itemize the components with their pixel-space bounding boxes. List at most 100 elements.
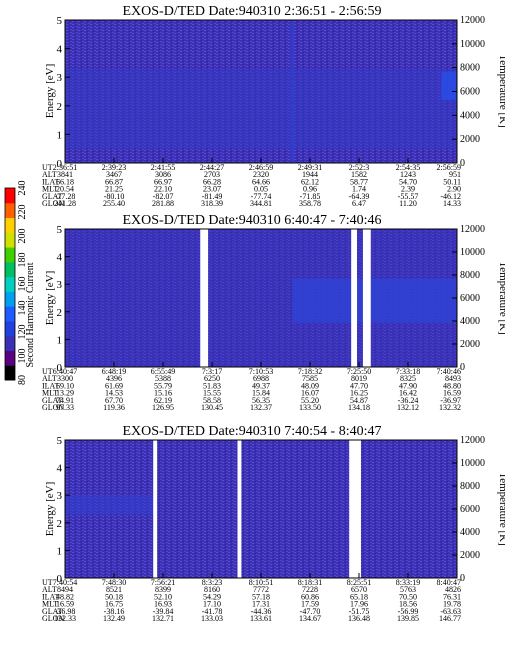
gap-layer	[200, 229, 371, 367]
ephemeris-value: -44.36	[251, 607, 272, 616]
ephemeris-value: 8:3:23	[202, 578, 222, 587]
ephemeris-row-label: GLON	[42, 614, 64, 623]
ephemeris-row-label: GLAT	[42, 607, 63, 616]
ephemeris-value: 5388	[155, 374, 171, 383]
colorbar-frame	[4, 187, 16, 381]
ephemeris-value: 66.18	[56, 177, 74, 186]
ephemeris-row-label: ILAT	[42, 592, 59, 601]
y2-tick-label: 4000	[460, 110, 480, 121]
ephemeris-value: 8:10:51	[249, 578, 273, 587]
ephemeris-value: 1243	[400, 170, 416, 179]
ephemeris-value: 3841	[57, 170, 73, 179]
ephemeris-value: 2:41:55	[151, 163, 175, 172]
ephemeris-row-label: UT	[42, 163, 53, 172]
ephemeris-value: 50.18	[105, 592, 123, 601]
colorbar-ticks: 80 100 120 140 160 180 200 220 240	[17, 181, 28, 386]
y2-tick-label: 10000	[460, 458, 485, 469]
colorbar-block	[5, 365, 15, 381]
y-tick-label: 0	[57, 573, 63, 585]
ephemeris-value: 8160	[204, 585, 220, 594]
ephemeris-value: 6570	[351, 585, 367, 594]
ephemeris-table: UT 6:40:47 6:48:19 6:55:49 7:3:17 7:10:53 7:18…	[42, 362, 461, 412]
y-tick-label: 4	[57, 44, 63, 56]
ephemeris-value: 7:3:17	[202, 367, 222, 376]
ephemeris-value: 58.77	[350, 177, 368, 186]
y2-tick-label: 6000	[460, 293, 480, 304]
ephemeris-value: 54.29	[203, 592, 221, 601]
colorbar-tick-label: 180	[17, 253, 28, 268]
ephemeris-value: 67.70	[105, 396, 123, 405]
ephemeris-row-label: ILAT	[42, 381, 59, 390]
ephemeris-value: 132.33	[54, 614, 76, 623]
y2-tick-label: 6000	[460, 504, 480, 515]
y2-tick-label: 10000	[460, 39, 485, 50]
ephemeris-value: 3086	[155, 170, 171, 179]
ephemeris-value: 57.18	[252, 592, 270, 601]
ephemeris-value: 76.31	[443, 592, 461, 601]
ephemeris-value: 8:18:31	[298, 578, 322, 587]
ephemeris-value: 17.10	[203, 600, 221, 609]
ephemeris-value: -36.24	[398, 396, 419, 405]
temperature-axis: 0 2000 4000 6000 8000 10000 12000	[452, 435, 485, 584]
ephemeris-value: 58.58	[203, 396, 221, 405]
temperature-axis: 0 2000 4000 6000 8000 10000 12000	[452, 224, 485, 373]
ephemeris-row-label: ALT	[42, 170, 57, 179]
intensity-band	[65, 229, 457, 367]
ephemeris-value: 2:39:23	[102, 163, 126, 172]
ephemeris-value: 61.69	[105, 381, 123, 390]
ephemeris-value: 2:52:3	[349, 163, 369, 172]
ephemeris-value: 14.53	[105, 389, 123, 398]
ephemeris-value: 132.32	[439, 403, 461, 412]
ephemeris-value: -81.49	[202, 192, 223, 201]
ephemeris-value: 4826	[445, 585, 461, 594]
ephemeris-value: 49.37	[252, 381, 270, 390]
ephemeris-value: 6:55:49	[151, 367, 175, 376]
ephemeris-value: 358.78	[299, 199, 321, 208]
ephemeris-value: 66.97	[154, 177, 172, 186]
y-tick-label: 1	[57, 545, 63, 557]
ephemeris-table: UT 2:36:51 2:39:23 2:41:55 2:44:27 2:46:59 2:4…	[42, 158, 461, 208]
ephemeris-value: 7585	[302, 374, 318, 383]
ephemeris-value: 132.12	[397, 403, 419, 412]
ephemeris-value: 65.18	[350, 592, 368, 601]
colorbar-tick-label: 240	[17, 181, 28, 196]
ephemeris-value: 2320	[253, 170, 269, 179]
ephemeris-value: 50.11	[443, 177, 461, 186]
ephemeris-value: 8493	[445, 374, 461, 383]
ephemeris-value: 66.28	[203, 177, 221, 186]
ephemeris-value: 17.59	[301, 600, 319, 609]
ephemeris-value: 6988	[253, 374, 269, 383]
ephemeris-value: 281.88	[152, 199, 174, 208]
ephemeris-value: -63.63	[440, 607, 461, 616]
ephemeris-value: 15.55	[203, 389, 221, 398]
y2-tick-label: 12000	[460, 435, 485, 446]
ephemeris-row-label: GLAT	[42, 396, 63, 405]
ephemeris-value: 69.10	[56, 381, 74, 390]
ephemeris-value: 241.28	[54, 199, 76, 208]
ephemeris-value: 146.77	[439, 614, 461, 623]
band-layer	[65, 495, 156, 515]
colorbar-tick-label: 140	[17, 301, 28, 316]
ephemeris-value: 47.90	[399, 381, 417, 390]
colorbar-label: Second Harmonic Current	[25, 262, 36, 367]
panel-3: EXOS-D/TED Date:940310 7:40:54 - 8:40:47…	[42, 424, 505, 623]
ephemeris-row-label: ALT	[42, 374, 57, 383]
ephemeris-value: 132.71	[152, 614, 174, 623]
ephemeris-value: 8:33:19	[396, 578, 420, 587]
y2-tick-label: 4000	[460, 527, 480, 538]
y2-tick-label: 2000	[460, 550, 480, 561]
y2-axis-label: Temperature [K]	[497, 261, 505, 334]
y-axis-label: Energy [eV]	[44, 64, 56, 118]
y-tick-label: 1	[57, 334, 63, 346]
ephemeris-value: 8019	[351, 374, 367, 383]
y-tick-label: 1	[57, 129, 63, 141]
ephemeris-value: 52.10	[154, 592, 172, 601]
ephemeris-value: 23.07	[203, 185, 221, 194]
colorbar-block	[5, 247, 15, 263]
ephemeris-value: 134.67	[299, 614, 321, 623]
ephemeris-value: 62.12	[301, 177, 319, 186]
ephemeris-row-label: MLT	[42, 389, 58, 398]
ephemeris-value: 56.35	[252, 396, 270, 405]
ephemeris-value: 318.39	[201, 199, 223, 208]
y2-tick-label: 12000	[460, 15, 485, 26]
